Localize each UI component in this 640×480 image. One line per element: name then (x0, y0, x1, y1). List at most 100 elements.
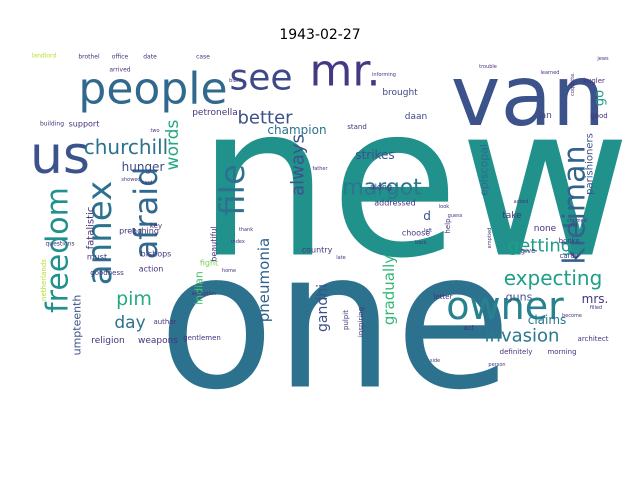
word-weapons: weapons (138, 336, 178, 346)
word-episcopal: episcopal (478, 144, 491, 196)
word-architect: architect (578, 335, 609, 343)
word-fatalistic: fatalistic (86, 207, 97, 250)
word-two: two (150, 128, 159, 134)
word-action: action (139, 265, 164, 274)
word-beautiful: beautiful (210, 226, 219, 261)
word-indian: indian (193, 271, 206, 305)
word-morning: morning (547, 348, 576, 356)
word-d: d (423, 209, 431, 223)
word-file: file (213, 164, 253, 216)
word-case: case (196, 54, 210, 61)
word-father: father (312, 166, 328, 172)
word-claimed: claimed (567, 218, 587, 224)
word-jan: jan (537, 111, 552, 121)
word-people: people (78, 64, 227, 115)
word-country: country (302, 246, 333, 255)
word-pneumonia: pneumonia (255, 238, 273, 322)
word-annex: annex (80, 181, 120, 285)
word-gentlemen: gentlemen (183, 334, 221, 342)
word-netherlands: netherlands (40, 259, 48, 301)
word-jews: jews (596, 56, 609, 62)
word-good: good (590, 112, 607, 120)
word-stand: stand (347, 123, 367, 131)
word-informing: informing (372, 72, 396, 78)
word-freedom: freedom (41, 187, 76, 313)
word-petronella: petronella (192, 108, 238, 118)
word-none: none (534, 224, 557, 234)
word-give: give (521, 247, 536, 255)
word-gandhi: gandhi (315, 284, 331, 332)
word-act: act (464, 324, 475, 332)
word-one: one (158, 211, 512, 432)
word-van: van (451, 47, 605, 145)
word-key: key (150, 222, 162, 230)
word-mr: mr. (310, 46, 381, 97)
word-words: words (163, 120, 183, 171)
word-getting: getting (508, 236, 572, 257)
word-showed: showed (121, 177, 140, 183)
word-day: day (114, 313, 145, 333)
word-home: home (222, 268, 236, 274)
word-date: date (143, 54, 157, 61)
word-letter: letter (434, 293, 453, 301)
word-kugler: kugler (583, 77, 605, 85)
word-late: late (336, 255, 346, 261)
word-definitely: definitely (500, 348, 533, 356)
word-arrived: arrived (109, 67, 130, 74)
word-along: along (370, 183, 392, 192)
word-take: take (502, 211, 522, 221)
word-filled: filled (590, 305, 602, 311)
word-coquette: coquette. (570, 72, 576, 96)
word-learned: learned (541, 70, 560, 76)
word-mrs: mrs. (582, 292, 609, 306)
word-help: help (444, 218, 452, 234)
word-back: back (415, 240, 427, 246)
word-afraid: afraid (127, 167, 165, 260)
word-author: author (153, 318, 176, 326)
word-look: look (439, 204, 450, 210)
word-choose: choose (402, 229, 430, 238)
word-books: books (559, 237, 580, 245)
word-building: building (40, 121, 64, 128)
word-always: always (288, 134, 309, 196)
word-office: office (112, 54, 129, 61)
word-owner: owner (446, 284, 564, 328)
word-preaching: preaching (119, 227, 159, 236)
word-side: side (430, 358, 440, 364)
word-goodness: goodness (90, 269, 124, 277)
word-inspiring: inspiring (357, 307, 365, 337)
word-guns: guns (506, 291, 533, 304)
word-landlord: landlord (32, 53, 57, 60)
word-card: card (142, 180, 153, 186)
word-claims: claims (528, 313, 567, 327)
word-umpteenth: umpteenth (71, 295, 84, 356)
word-brothel: brothel (78, 54, 100, 61)
word-support: support (69, 120, 100, 129)
word-go: go (593, 90, 608, 106)
word-blank: blank (229, 78, 243, 84)
word-invasion: invasion (485, 326, 560, 347)
word-left: left (424, 228, 432, 234)
word-guess: guess (448, 213, 463, 219)
word-emptied: emptied (487, 228, 493, 249)
word-thank: thank (239, 227, 253, 233)
word-churchill: churchill (84, 135, 168, 159)
chart-title: 1943-02-27 (279, 27, 361, 43)
word-new: new (197, 60, 631, 305)
word-champion: champion (267, 123, 326, 137)
word-kleiman: kleiman (558, 145, 593, 264)
word-addressed: addressed (374, 199, 415, 208)
word-parishioners: parishioners (585, 133, 596, 195)
word-margot: margot (342, 176, 422, 201)
word-secret: secret (562, 223, 577, 229)
word-gradually: gradually (380, 255, 398, 325)
word-exception: exception (192, 291, 216, 297)
word-better: better (237, 108, 293, 129)
word-religion: religion (91, 336, 124, 346)
word-must: must (87, 253, 107, 262)
word-asked: asked (514, 199, 529, 205)
word-strikes: strikes (355, 148, 394, 162)
word-trouble: trouble (479, 64, 497, 70)
word-become: become (562, 313, 582, 319)
word-pim: pim (116, 288, 152, 310)
